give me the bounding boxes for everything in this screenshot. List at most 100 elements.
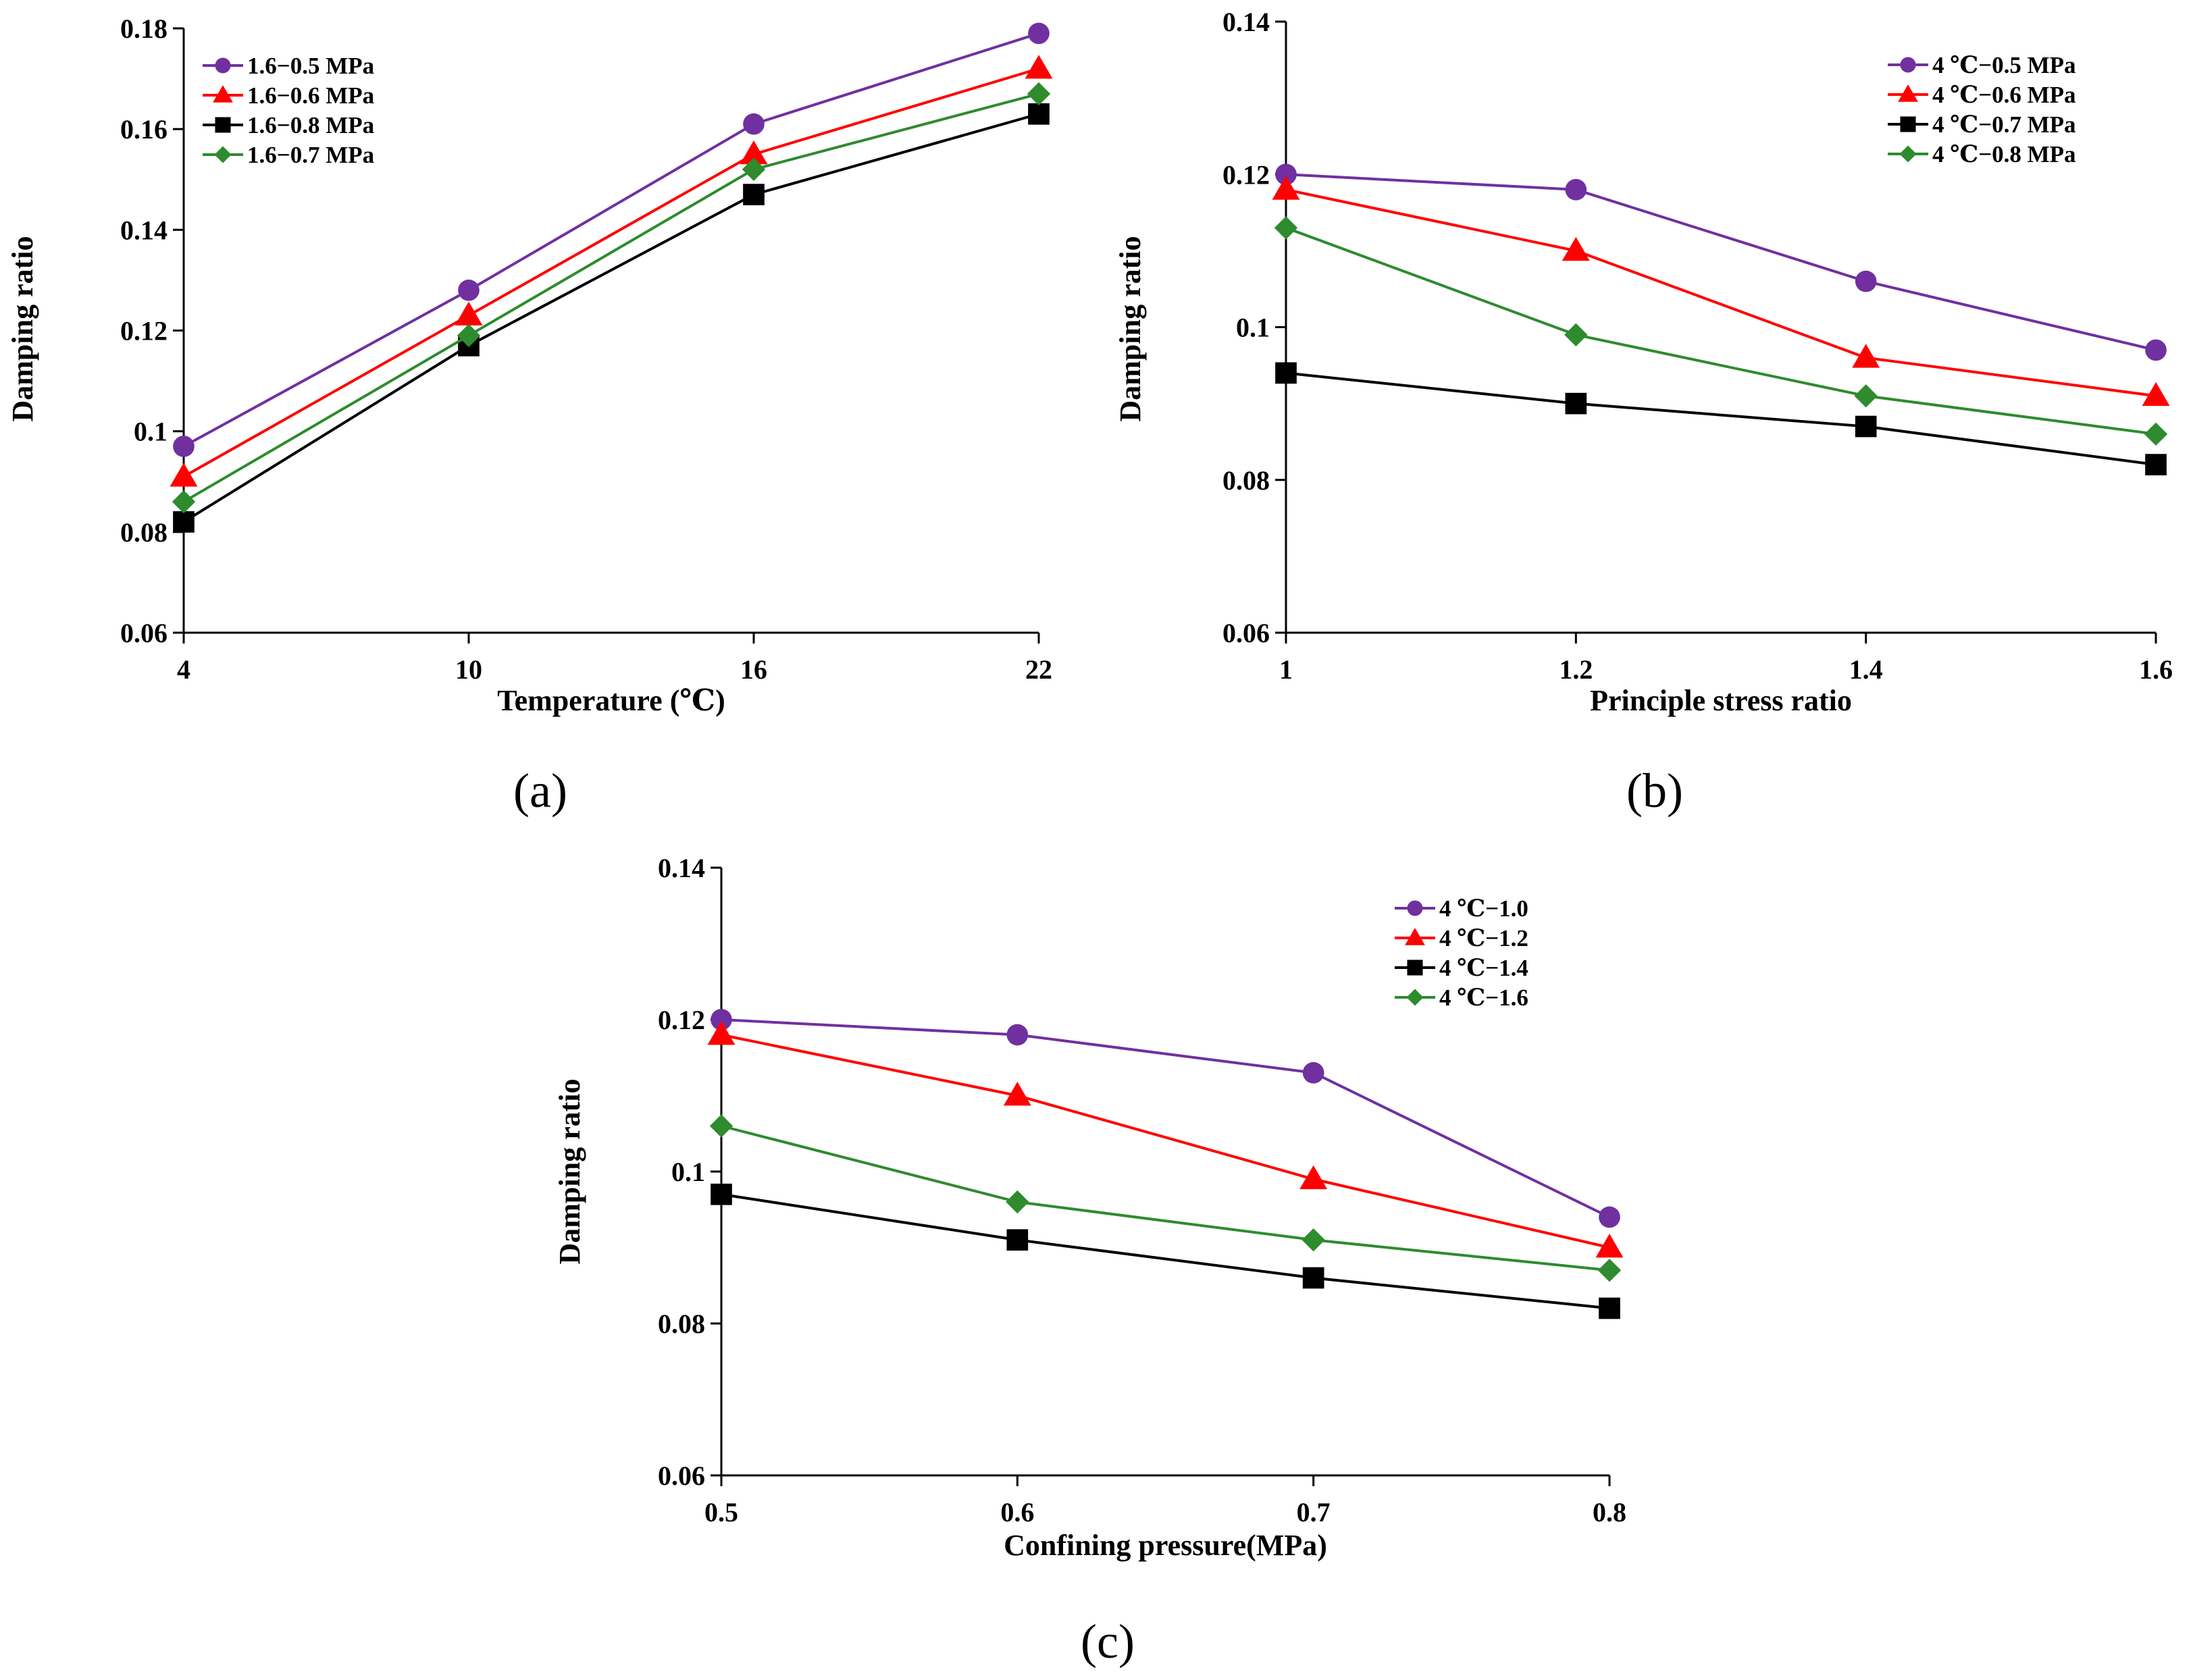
legend: 4 ℃−0.5 MPa 4 ℃−0.6 MPa 4 ℃−0.7 MPa 4 ℃−0.8… [1888,52,2076,167]
series-2 [170,55,1053,487]
y-tick-label: 0.14 [1222,7,1270,37]
y-tick-label: 0.08 [658,1309,705,1339]
data-point [1275,362,1297,384]
series-3 [711,1183,1620,1319]
series-3 [173,103,1050,533]
data-point [1852,344,1880,368]
legend-label: 4 ℃−1.4 [1439,955,1528,981]
x-axis-label: Confining pressure(MPa) [1004,1529,1327,1562]
panel-label: (c) [1081,1615,1135,1669]
data-point [1855,270,1877,292]
data-point [2145,339,2167,361]
chart-panel-3: 0.06 0.08 0.1 0.12 0.14 0.5 0.6 0.7 0.8 Confining… [553,853,1626,1669]
data-point [458,279,480,301]
series-line [1285,173,2157,352]
data-point [2142,382,2170,406]
series-4 [1274,216,2168,446]
series-line [182,112,1039,523]
x-tick-label: 0.7 [1297,1497,1331,1527]
data-point [173,511,195,533]
series-4 [172,82,1051,514]
data-point [740,140,768,165]
data-point [1854,384,1878,408]
series-4 [709,1114,1622,1282]
data-point [1565,179,1587,201]
legend: 1.6−0.5 MPa 1.6−0.6 MPa 1.6−0.8 MPa 1.6−0.7… [203,53,374,168]
x-tick-label: 0.5 [704,1497,738,1527]
legend-label: 1.6−0.8 MPa [247,112,374,138]
data-point [1562,236,1590,261]
y-tick-label: 0.14 [658,853,705,883]
data-point [743,184,765,205]
legend-marker [1900,116,1916,132]
series-line [182,93,1039,503]
series-line [721,1018,1610,1219]
y-tick-label: 0.12 [120,316,167,346]
series-line [183,32,1039,448]
data-point [1302,1267,1324,1289]
y-tick-label: 0.06 [1222,618,1270,648]
legend: 4 ℃−1.0 4 ℃−1.2 4 ℃−1.4 4 ℃−1.6 [1395,895,1528,1011]
x-tick-label: 4 [177,654,190,685]
legend-marker [1407,960,1423,976]
series-line [721,1124,1610,1272]
series-line [721,1192,1610,1310]
legend-marker [1406,989,1424,1006]
series-line [1285,188,2157,398]
data-point [2144,422,2168,446]
data-point [1028,103,1050,125]
legend-marker [214,146,232,163]
legend-label: 4 ℃−1.6 [1439,985,1528,1011]
x-axis-label: Principle stress ratio [1590,684,1852,717]
series-line [1285,226,2157,436]
data-point [709,1114,733,1138]
x-tick-label: 1.6 [2139,654,2173,685]
y-tick-label: 0.1 [671,1157,705,1187]
data-point [1564,323,1588,346]
data-point [1301,1228,1325,1252]
data-point [1302,1061,1324,1084]
y-tick-label: 0.08 [1222,465,1270,496]
legend-label: 4 ℃−0.7 MPa [1932,111,2076,138]
data-point [1028,22,1050,45]
chart-panel-2: 0.06 0.08 0.1 0.12 0.14 1 1.2 1.4 1.6 Principle s… [1114,7,2173,818]
series-1 [173,22,1050,457]
legend-label: 4 ℃−0.5 MPa [1932,52,2076,78]
legend-marker [1405,928,1425,945]
legend-label: 4 ℃−0.8 MPa [1932,141,2076,167]
x-tick-label: 1.2 [1559,654,1593,685]
chart-panel-1: 0.06 0.08 0.1 0.12 0.14 0.16 0.18 4 10 16 22 Temper… [6,14,1053,818]
y-tick-label: 0.1 [1236,313,1270,343]
data-point [1006,1024,1029,1046]
data-point [1855,415,1877,438]
data-point [1599,1206,1620,1228]
data-point [711,1009,732,1030]
data-point [1272,176,1300,200]
y-tick-label: 0.18 [120,14,167,44]
legend-label: 1.6−0.6 MPa [247,82,374,109]
series-line [183,67,1039,478]
series-1 [711,1009,1620,1228]
legend-marker [1407,900,1423,916]
legend-marker [1899,145,1917,163]
legend-label: 4 ℃−1.2 [1439,925,1528,951]
x-tick-label: 16 [740,654,767,685]
y-axis-label: Damping ratio [553,1079,586,1265]
y-tick-label: 0.12 [1222,159,1270,190]
series-line [721,1033,1610,1249]
data-point [1006,1229,1029,1251]
data-point [1274,216,1298,240]
series-line [1285,371,2157,467]
y-tick-label: 0.16 [120,114,167,145]
legend-marker [215,57,231,74]
y-tick-label: 0.12 [658,1005,705,1035]
data-point [457,323,481,348]
y-tick-label: 0.06 [658,1461,705,1491]
data-point [1025,55,1053,79]
panel-label: (a) [513,764,567,818]
y-tick-label: 0.08 [120,517,167,548]
legend-marker [213,85,233,103]
legend-marker [1900,57,1916,73]
y-tick-label: 0.1 [134,417,167,447]
